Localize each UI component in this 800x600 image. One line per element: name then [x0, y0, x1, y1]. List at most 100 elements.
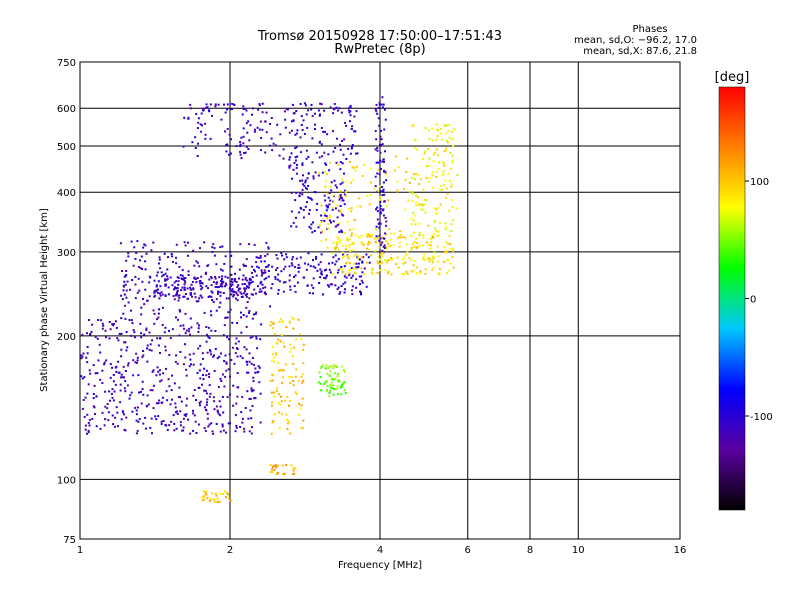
- echo-point: [193, 389, 196, 391]
- echo-point: [174, 402, 177, 405]
- echo-point: [244, 276, 247, 279]
- echo-point: [243, 287, 246, 290]
- echo-point: [145, 252, 148, 255]
- echo-point: [377, 117, 380, 120]
- echo-point: [142, 298, 144, 300]
- echo-point: [315, 257, 317, 260]
- echo-point: [224, 317, 227, 319]
- echo-point: [302, 419, 305, 422]
- echo-point: [83, 415, 86, 418]
- echo-point: [319, 268, 322, 271]
- echo-point: [240, 136, 243, 139]
- echo-point: [341, 383, 344, 386]
- echo-point: [326, 284, 329, 287]
- echo-point: [294, 290, 297, 293]
- echo-point: [229, 287, 231, 290]
- echo-point: [336, 243, 339, 246]
- echo-point: [414, 138, 417, 141]
- echo-point: [295, 225, 298, 228]
- echo-point: [179, 274, 182, 277]
- echo-point: [229, 289, 232, 292]
- echo-point: [204, 271, 207, 274]
- echo-point: [350, 276, 353, 279]
- echo-point: [352, 255, 355, 258]
- echo-point: [101, 411, 104, 414]
- echo-point: [235, 424, 238, 427]
- echo-point: [126, 384, 129, 387]
- echo-point: [122, 285, 125, 288]
- echo-point: [338, 230, 341, 233]
- echo-point: [343, 203, 346, 206]
- echo-point: [414, 223, 417, 226]
- echo-point: [225, 150, 228, 153]
- echo-point: [360, 241, 363, 244]
- echo-point: [246, 371, 249, 374]
- echo-point: [303, 102, 306, 105]
- echo-point: [363, 272, 366, 275]
- echo-point: [357, 262, 360, 265]
- echo-point: [162, 372, 165, 375]
- echo-point: [182, 324, 185, 327]
- echo-point: [265, 266, 268, 269]
- echo-point: [275, 473, 278, 476]
- echo-point: [88, 369, 91, 372]
- echo-point: [175, 256, 177, 259]
- echo-point: [106, 403, 109, 405]
- echo-point: [146, 394, 149, 397]
- echo-point: [315, 208, 318, 211]
- echo-point: [124, 341, 127, 344]
- echo-point: [133, 246, 136, 249]
- echo-point: [161, 306, 164, 309]
- echo-point: [294, 159, 297, 162]
- echo-point: [259, 282, 262, 285]
- echo-point: [223, 360, 226, 362]
- echo-point: [208, 278, 211, 281]
- echo-point: [221, 275, 224, 278]
- echo-point: [318, 140, 321, 143]
- echo-point: [86, 361, 89, 364]
- echo-point: [260, 323, 263, 326]
- echo-point: [374, 148, 377, 151]
- echo-point: [382, 158, 385, 161]
- echo-point: [237, 340, 240, 343]
- echo-point: [379, 210, 382, 213]
- echo-point: [339, 148, 342, 151]
- echo-point: [336, 375, 339, 378]
- echo-point: [242, 314, 245, 316]
- echo-point: [308, 209, 311, 212]
- echo-point: [280, 413, 283, 416]
- echo-point: [350, 207, 353, 210]
- echo-point: [370, 167, 372, 170]
- echo-point: [360, 293, 362, 296]
- echo-point: [234, 278, 236, 280]
- echo-point: [273, 469, 276, 472]
- echo-point: [227, 497, 230, 500]
- echo-point: [298, 194, 301, 197]
- echo-point: [343, 381, 346, 384]
- echo-point: [254, 292, 257, 295]
- echo-point: [312, 277, 315, 280]
- echo-point: [376, 235, 379, 238]
- echo-point: [415, 237, 418, 240]
- echo-point: [134, 361, 137, 364]
- echo-point: [289, 382, 292, 385]
- echo-point: [232, 295, 235, 298]
- echo-point: [254, 371, 257, 374]
- echo-point: [161, 401, 164, 404]
- echo-point: [144, 268, 147, 271]
- echo-point: [277, 292, 280, 295]
- echo-point: [111, 388, 114, 391]
- echo-point: [340, 111, 343, 114]
- echo-point: [382, 208, 385, 211]
- echo-point: [116, 411, 119, 414]
- echo-point: [308, 292, 311, 295]
- echo-point: [202, 109, 205, 112]
- echo-point: [276, 123, 279, 126]
- echo-point: [436, 135, 439, 138]
- echo-point: [272, 420, 275, 423]
- echo-point: [380, 261, 383, 264]
- echo-point: [334, 207, 337, 210]
- echo-point: [380, 167, 382, 170]
- echo-point: [96, 372, 99, 375]
- echo-point: [349, 104, 352, 107]
